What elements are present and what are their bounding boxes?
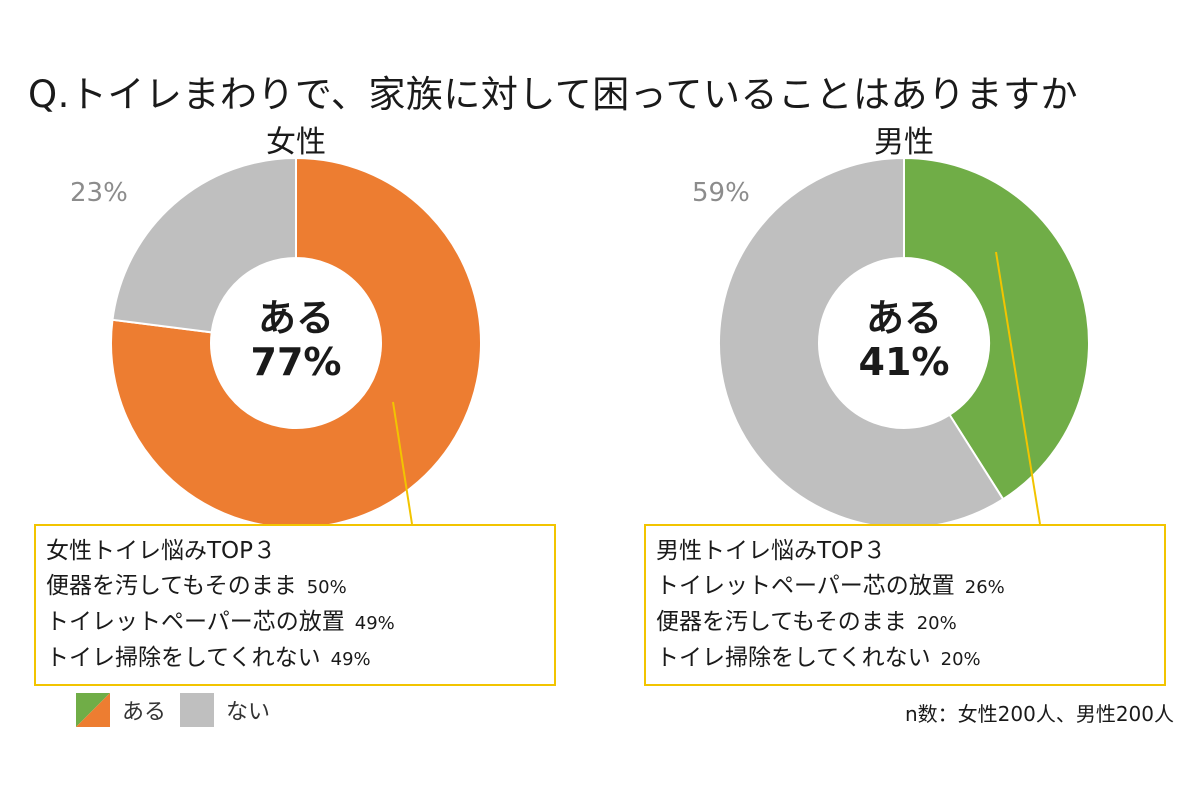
female-top3-box: 女性トイレ悩みTOP３ 便器を汚してもそのまま 50% トイレットペーパー芯の放置… [34,524,556,686]
male-donut-chart [718,156,1090,529]
male-chart-title: 男性 [874,125,934,160]
female-nai-percent: 23% [70,178,128,208]
male-top3-item-3-label: トイレ掃除をしてくれない [656,645,931,671]
legend: ある ない [76,693,284,727]
female-top3-item-2-label: トイレットペーパー芯の放置 [46,609,345,635]
male-top3-heading: 男性トイレ悩みTOP３ [656,538,887,564]
male-top3-item-3-value: 20% [940,649,981,670]
legend-nai-label: ない [226,700,271,725]
male-top3-item-1-label: トイレットペーパー芯の放置 [656,573,955,599]
female-top3-item-2-value: 49% [354,613,395,634]
female-donut-chart [110,156,482,529]
female-chart-title: 女性 [266,125,326,160]
male-top3-item-2: 便器を汚してもそのまま 20% [656,605,1154,641]
male-top3-item-2-value: 20% [916,613,957,634]
male-top3-item-1-value: 26% [964,577,1005,598]
male-nai-percent: 59% [692,178,750,208]
male-center-label: ある 41% [859,296,950,384]
female-top3-item-3-value: 49% [330,649,371,670]
female-top3-item-1-label: 便器を汚してもそのまま [46,573,297,599]
female-top3-item-1-value: 50% [306,577,347,598]
female-top3-item-1: 便器を汚してもそのまま 50% [46,569,544,605]
female-center-label-line2: 77% [250,340,342,384]
female-center-label: ある 77% [251,296,342,384]
female-top3-item-3-label: トイレ掃除をしてくれない [46,645,321,671]
female-top3-item-2: トイレットペーパー芯の放置 49% [46,605,544,641]
male-center-label-line1: ある [865,296,942,340]
male-top3-item-3: トイレ掃除をしてくれない 20% [656,641,1154,677]
female-slice-nai [111,156,297,334]
male-top3-item-2-label: 便器を汚してもそのまま [656,609,907,635]
male-slice-nai [718,156,1005,529]
male-slice-aru [903,156,1090,501]
legend-nai-swatch [180,693,215,727]
female-center-label-line1: ある [257,296,334,340]
male-top3-box: 男性トイレ悩みTOP３ トイレットペーパー芯の放置 26% 便器を汚してもそのまま… [644,524,1166,686]
female-top3-item-3: トイレ掃除をしてくれない 49% [46,641,544,677]
female-top3-heading: 女性トイレ悩みTOP３ [46,538,277,564]
question-title: Q.トイレまわりで、家族に対して困っていることはありますか [28,73,1078,116]
legend-aru-label: ある [122,700,167,725]
sample-size-footnote: n数：女性200人、男性200人 [904,702,1174,726]
legend-aru-swatch [76,693,110,727]
female-callout-line [392,401,413,525]
female-slice-aru [110,156,482,529]
male-callout-line [995,251,1041,525]
male-top3-item-1: トイレットペーパー芯の放置 26% [656,569,1154,605]
male-center-label-line2: 41% [858,340,950,384]
